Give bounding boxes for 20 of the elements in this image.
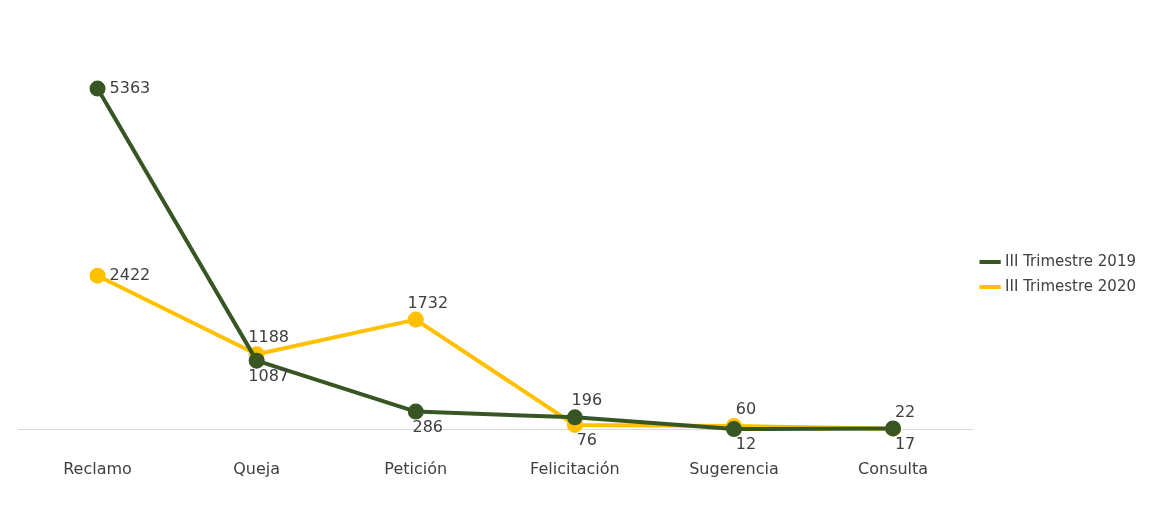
x-tick-label: Consulta: [858, 458, 929, 478]
data-label: 1188: [248, 327, 290, 347]
data-label: 76: [576, 430, 598, 450]
legend-label: III Trimestre 2019: [1005, 251, 1137, 270]
data-label: 5363: [109, 77, 151, 97]
x-tick-label: Queja: [233, 458, 281, 478]
x-tick-label: Reclamo: [63, 458, 132, 478]
data-label: 60: [735, 399, 757, 419]
data-label: 17: [894, 433, 916, 453]
data-label: 1732: [407, 292, 449, 312]
x-tick-label: Sugerencia: [689, 458, 779, 478]
legend-label: III Trimestre 2020: [1005, 276, 1137, 295]
x-tick-label: Felicitación: [530, 458, 620, 478]
data-label: 196: [571, 390, 603, 410]
data-label: 286: [412, 416, 444, 436]
x-tick-label: Petición: [384, 458, 448, 478]
data-label: 22: [894, 401, 916, 421]
data-label: 2422: [109, 264, 151, 284]
data-label: 1087: [248, 365, 290, 385]
data-label: 12: [735, 434, 757, 454]
